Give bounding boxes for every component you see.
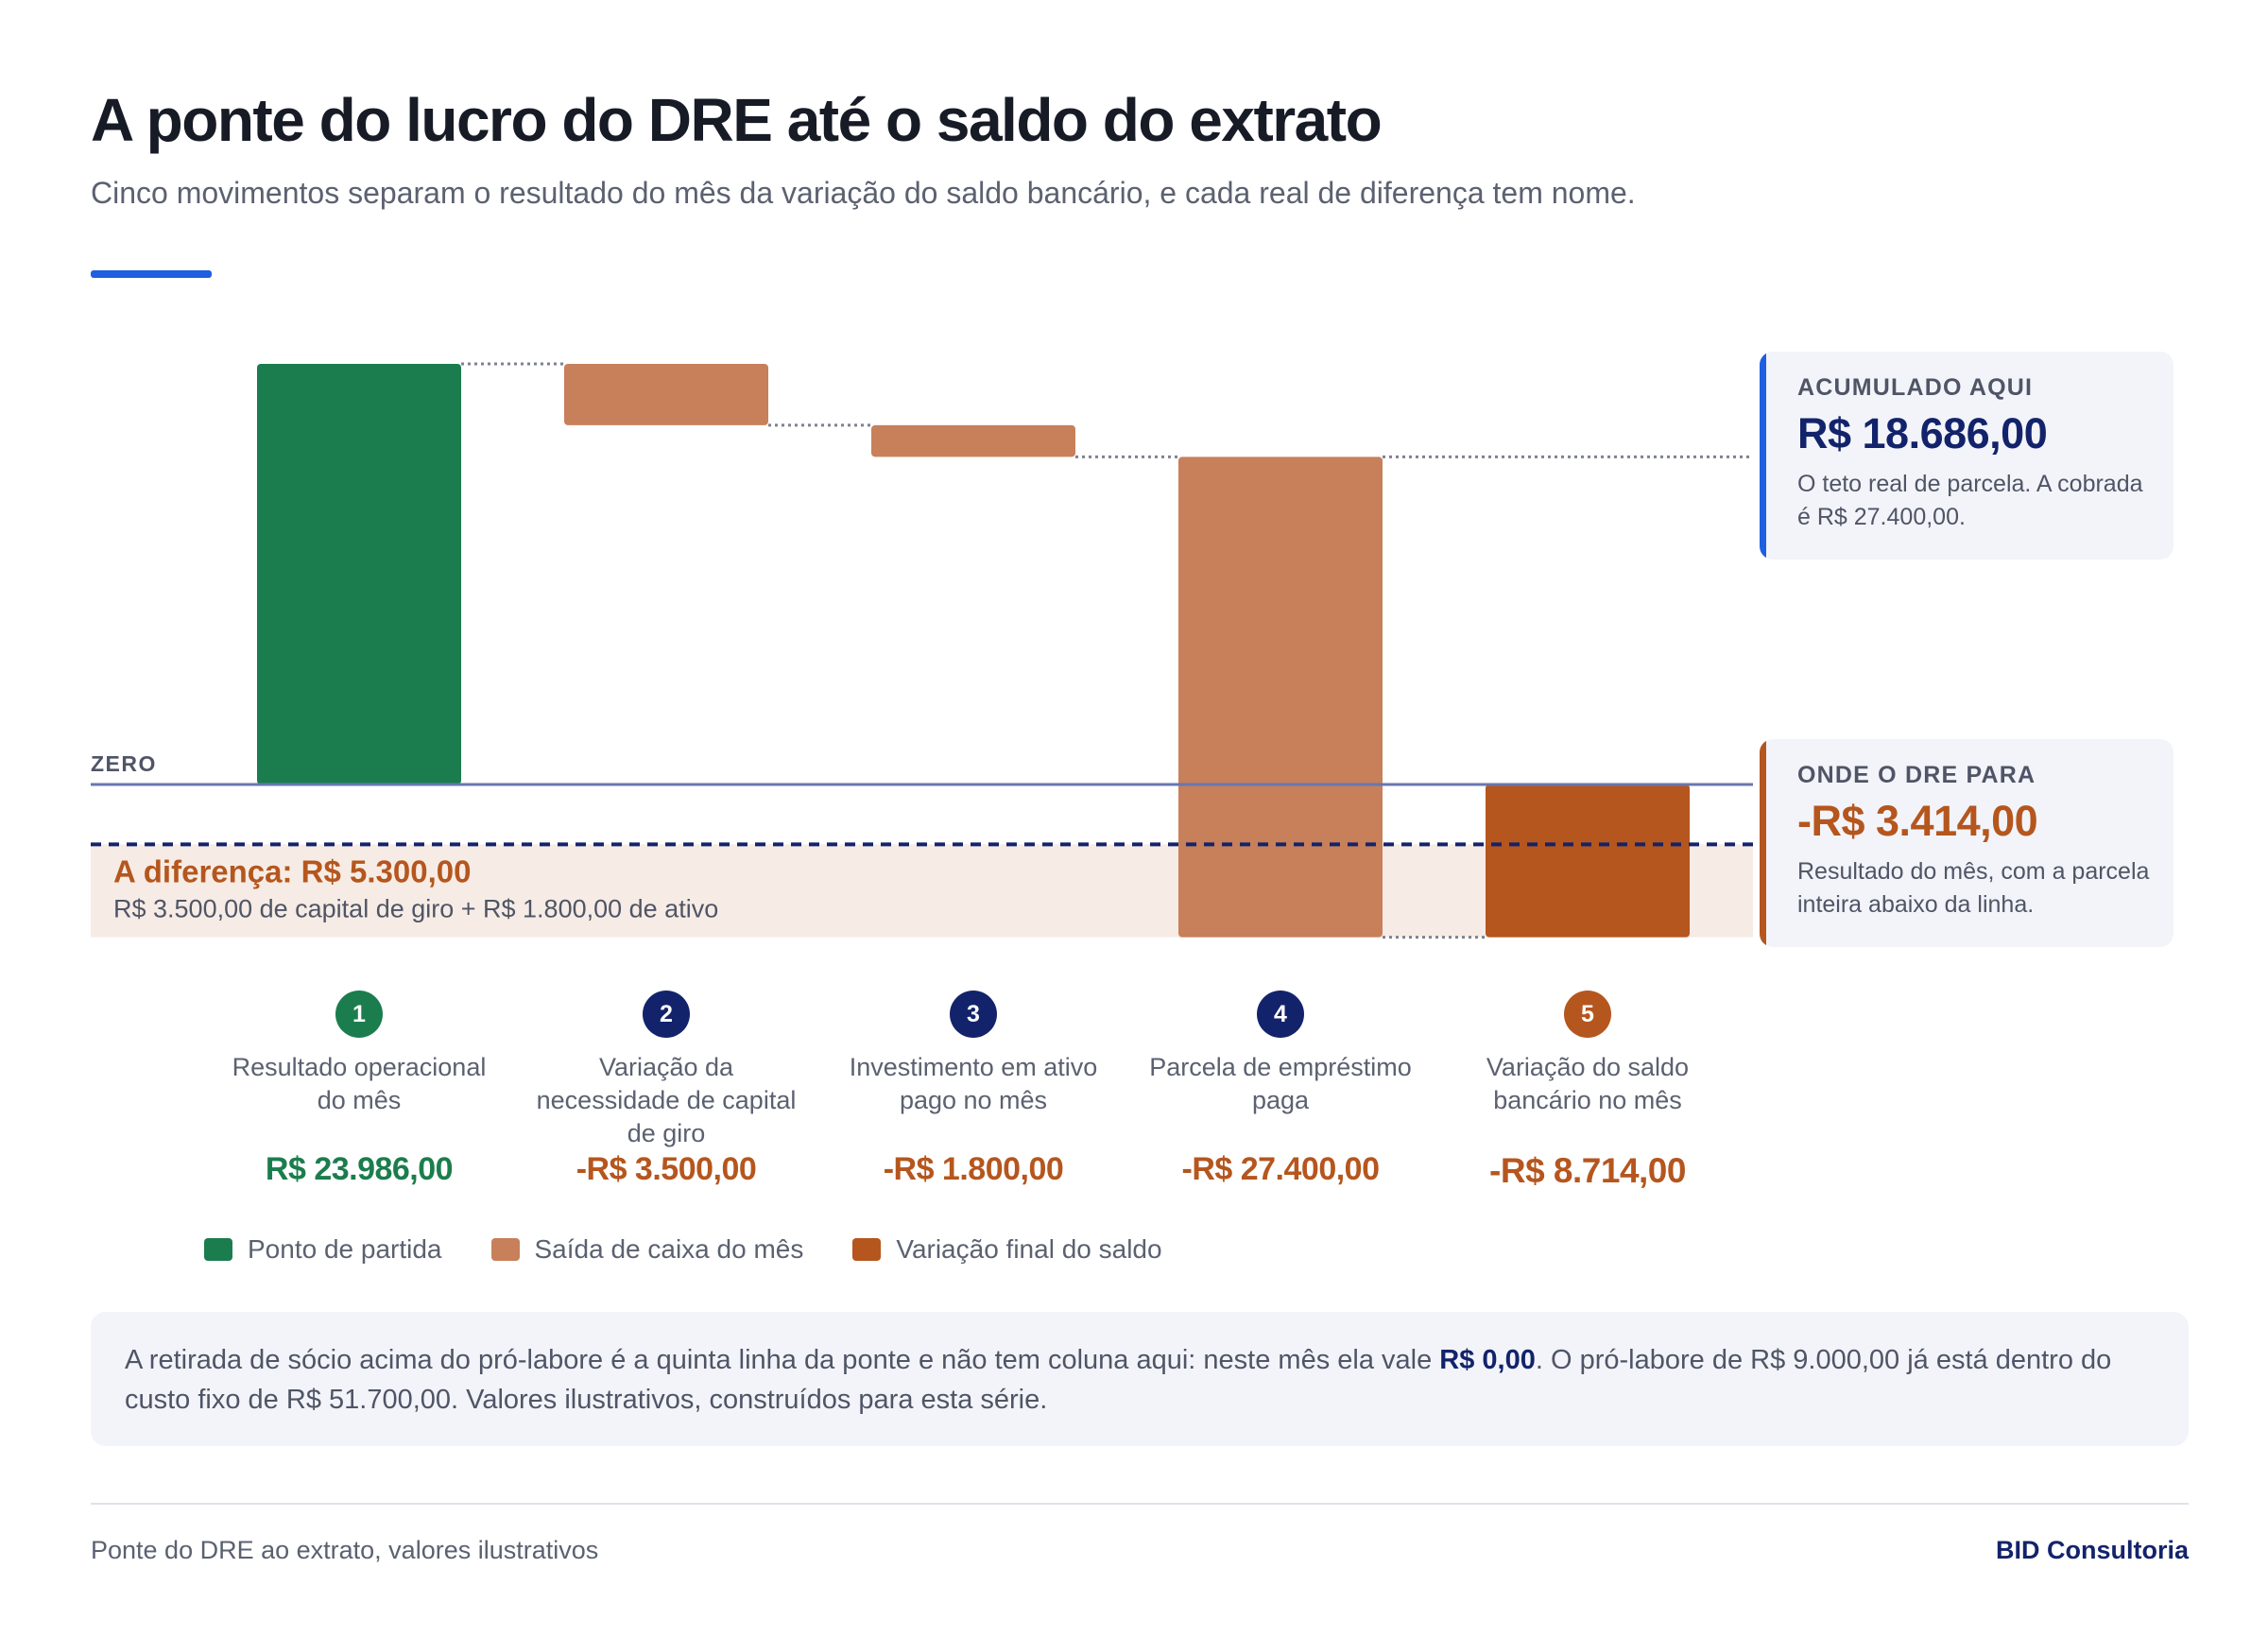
step-value: R$ 23.986,00 — [265, 1151, 454, 1187]
step-label: Investimento em ativo pago no mês — [849, 1053, 1098, 1114]
step-badge: 2 — [643, 991, 690, 1038]
step-4: 4 Parcela de empréstimo paga -R$ 27.400,… — [1139, 991, 1422, 1188]
callout-accumulated-value: R$ 18.686,00 — [1797, 409, 2048, 457]
footer-divider — [91, 1503, 2189, 1505]
callout-dre-stop-kicker: ONDE O DRE PARA — [1797, 762, 2036, 788]
step-value: -R$ 3.500,00 — [576, 1151, 757, 1187]
legend-swatch-final — [852, 1238, 882, 1261]
step-label: Variação da necessidade de capital de gi… — [536, 1053, 797, 1147]
step-badge: 5 — [1564, 991, 1611, 1038]
step-1: 1 Resultado operacional do mês R$ 23.986… — [217, 991, 501, 1188]
callout-accumulated-note: O teto real de parcela. A cobrada é R$ 2… — [1797, 471, 2143, 530]
footnote-text-end: . O pró-labore de R$ 9.000,00 já está de… — [125, 1345, 2112, 1415]
callout-dre-stop-note: Resultado do mês, com a parcela inteira … — [1797, 858, 2150, 918]
legend-item-final: Variação final do saldo — [852, 1234, 1162, 1265]
waterfall-bar-4 — [1178, 457, 1383, 938]
callout-dre-stop-value: -R$ 3.414,00 — [1797, 797, 2038, 845]
footer-brand: BID Consultoria — [1995, 1536, 2189, 1564]
legend-swatch-outflow — [490, 1238, 520, 1261]
legend-item-outflow: Saída de caixa do mês — [490, 1234, 804, 1265]
step-value: -R$ 8.714,00 — [1489, 1151, 1686, 1190]
footer-source: Ponte do DRE ao extrato, valores ilustra… — [91, 1536, 599, 1564]
difference-title: A diferença: R$ 5.300,00 — [113, 853, 471, 888]
step-value: -R$ 1.800,00 — [883, 1151, 1064, 1187]
step-badge: 3 — [950, 991, 997, 1038]
chart-title: A ponte do lucro do DRE até o saldo do e… — [91, 86, 1383, 154]
chart-subtitle: Cinco movimentos separam o resultado do … — [91, 176, 1636, 210]
waterfall-chart: ZERO A diferença: R$ 5.300,00 R$ 3.500,00 … — [91, 362, 1753, 939]
chart-legend: Ponto de partida Saída de caixa do mês V… — [204, 1234, 1211, 1265]
step-value: -R$ 27.400,00 — [1181, 1151, 1381, 1187]
footnote-text: A retirada de sócio acima do pró-labore … — [125, 1345, 1440, 1375]
footnote-emphasis: R$ 0,00 — [1439, 1345, 1536, 1375]
difference-detail: R$ 3.500,00 de capital de giro + R$ 1.80… — [113, 894, 718, 922]
callout-dre-stop: ONDE O DRE PARA -R$ 3.414,00 Resultado d… — [1760, 739, 2174, 947]
waterfall-bar-3 — [871, 424, 1075, 457]
step-2: 2 Variação da necessidade de capital de … — [524, 991, 808, 1188]
waterfall-bar-5 — [1486, 784, 1690, 938]
legend-swatch-start — [204, 1238, 232, 1261]
callout-accumulated-kicker: ACUMULADO AQUI — [1797, 374, 2034, 401]
waterfall-bar-1 — [257, 364, 461, 784]
difference-band — [91, 844, 1753, 938]
step-labels: 1 Resultado operacional do mês R$ 23.986… — [0, 991, 2268, 1217]
callout-accumulated: ACUMULADO AQUI R$ 18.686,00 O teto real … — [1760, 352, 2174, 560]
step-badge: 1 — [335, 991, 383, 1038]
legend-label: Ponto de partida — [248, 1234, 442, 1264]
step-label: Resultado operacional do mês — [232, 1053, 487, 1114]
accent-rule — [91, 270, 212, 278]
legend-label: Variação final do saldo — [896, 1234, 1162, 1264]
step-5: 5 Variação do saldo bancário no mês -R$ … — [1446, 991, 1729, 1191]
legend-item-start: Ponto de partida — [204, 1234, 442, 1265]
step-badge: 4 — [1257, 991, 1304, 1038]
step-label: Parcela de empréstimo paga — [1149, 1053, 1412, 1114]
waterfall-bar-2 — [564, 364, 768, 425]
legend-label: Saída de caixa do mês — [534, 1234, 804, 1264]
zero-label: ZERO — [91, 751, 157, 776]
step-3: 3 Investimento em ativo pago no mês -R$ … — [832, 991, 1115, 1188]
footnote-box: A retirada de sócio acima do pró-labore … — [91, 1312, 2189, 1446]
step-label: Variação do saldo bancário no mês — [1486, 1053, 1690, 1114]
